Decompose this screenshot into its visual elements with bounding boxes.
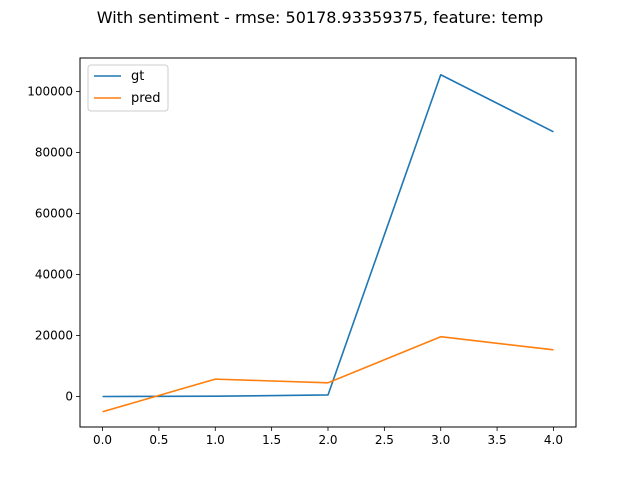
x-tick-label: 0.5: [149, 433, 168, 447]
x-tick-label: 1.5: [262, 433, 281, 447]
series-lines: [102, 73, 554, 413]
series-line-gt: [102, 73, 554, 398]
legend-label-pred: pred: [131, 91, 161, 106]
x-tick-label: 1.0: [206, 433, 225, 447]
y-axis: 0 20000 40000 60000 80000 100000: [27, 85, 80, 404]
y-tick-label: 80000: [35, 146, 73, 160]
series-line-pred: [102, 335, 554, 413]
legend-label-gt: gt: [131, 69, 144, 84]
axes-frame: [79, 57, 577, 428]
y-tick-label: 100000: [27, 85, 73, 99]
x-tick-label: 3.0: [431, 433, 450, 447]
y-tick-label: 40000: [35, 268, 73, 282]
chart-title: With sentiment - rmse: 50178.93359375, f…: [96, 8, 544, 27]
y-tick-label: 60000: [35, 207, 73, 221]
y-tick-label: 20000: [35, 329, 73, 343]
x-tick-label: 3.5: [488, 433, 507, 447]
legend: gt pred: [87, 64, 169, 112]
x-axis: 0.0 0.5 1.0 1.5 2.0 2.5 3.0 3.5 4.0: [93, 427, 563, 447]
x-tick-label: 0.0: [93, 433, 112, 447]
x-tick-label: 2.5: [375, 433, 394, 447]
y-tick-label: 0: [65, 390, 73, 404]
x-tick-label: 2.0: [318, 433, 337, 447]
x-tick-label: 4.0: [544, 433, 563, 447]
